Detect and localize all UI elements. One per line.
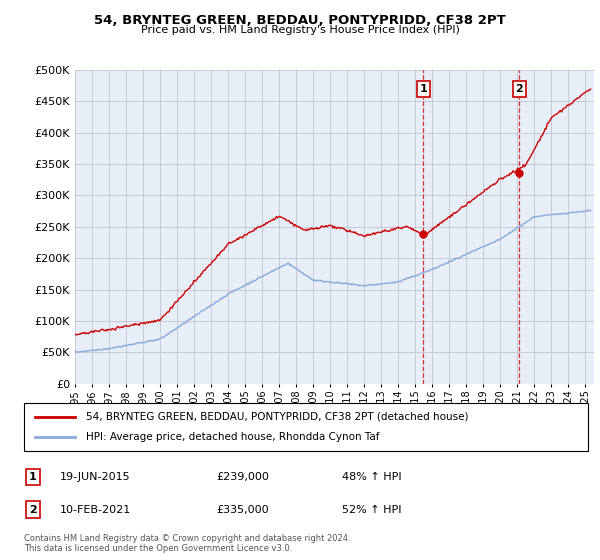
Text: 2: 2 <box>515 84 523 94</box>
Text: 1: 1 <box>29 472 37 482</box>
Text: £335,000: £335,000 <box>216 505 269 515</box>
Text: 54, BRYNTEG GREEN, BEDDAU, PONTYPRIDD, CF38 2PT: 54, BRYNTEG GREEN, BEDDAU, PONTYPRIDD, C… <box>94 14 506 27</box>
Text: £239,000: £239,000 <box>216 472 269 482</box>
Text: Price paid vs. HM Land Registry's House Price Index (HPI): Price paid vs. HM Land Registry's House … <box>140 25 460 35</box>
Text: Contains HM Land Registry data © Crown copyright and database right 2024.
This d: Contains HM Land Registry data © Crown c… <box>24 534 350 553</box>
Text: 48% ↑ HPI: 48% ↑ HPI <box>342 472 401 482</box>
Text: 2: 2 <box>29 505 37 515</box>
FancyBboxPatch shape <box>24 403 588 451</box>
Text: 52% ↑ HPI: 52% ↑ HPI <box>342 505 401 515</box>
Text: 10-FEB-2021: 10-FEB-2021 <box>60 505 131 515</box>
Text: 19-JUN-2015: 19-JUN-2015 <box>60 472 131 482</box>
Text: HPI: Average price, detached house, Rhondda Cynon Taf: HPI: Average price, detached house, Rhon… <box>86 432 380 442</box>
Text: 1: 1 <box>419 84 427 94</box>
Text: 54, BRYNTEG GREEN, BEDDAU, PONTYPRIDD, CF38 2PT (detached house): 54, BRYNTEG GREEN, BEDDAU, PONTYPRIDD, C… <box>86 412 469 422</box>
